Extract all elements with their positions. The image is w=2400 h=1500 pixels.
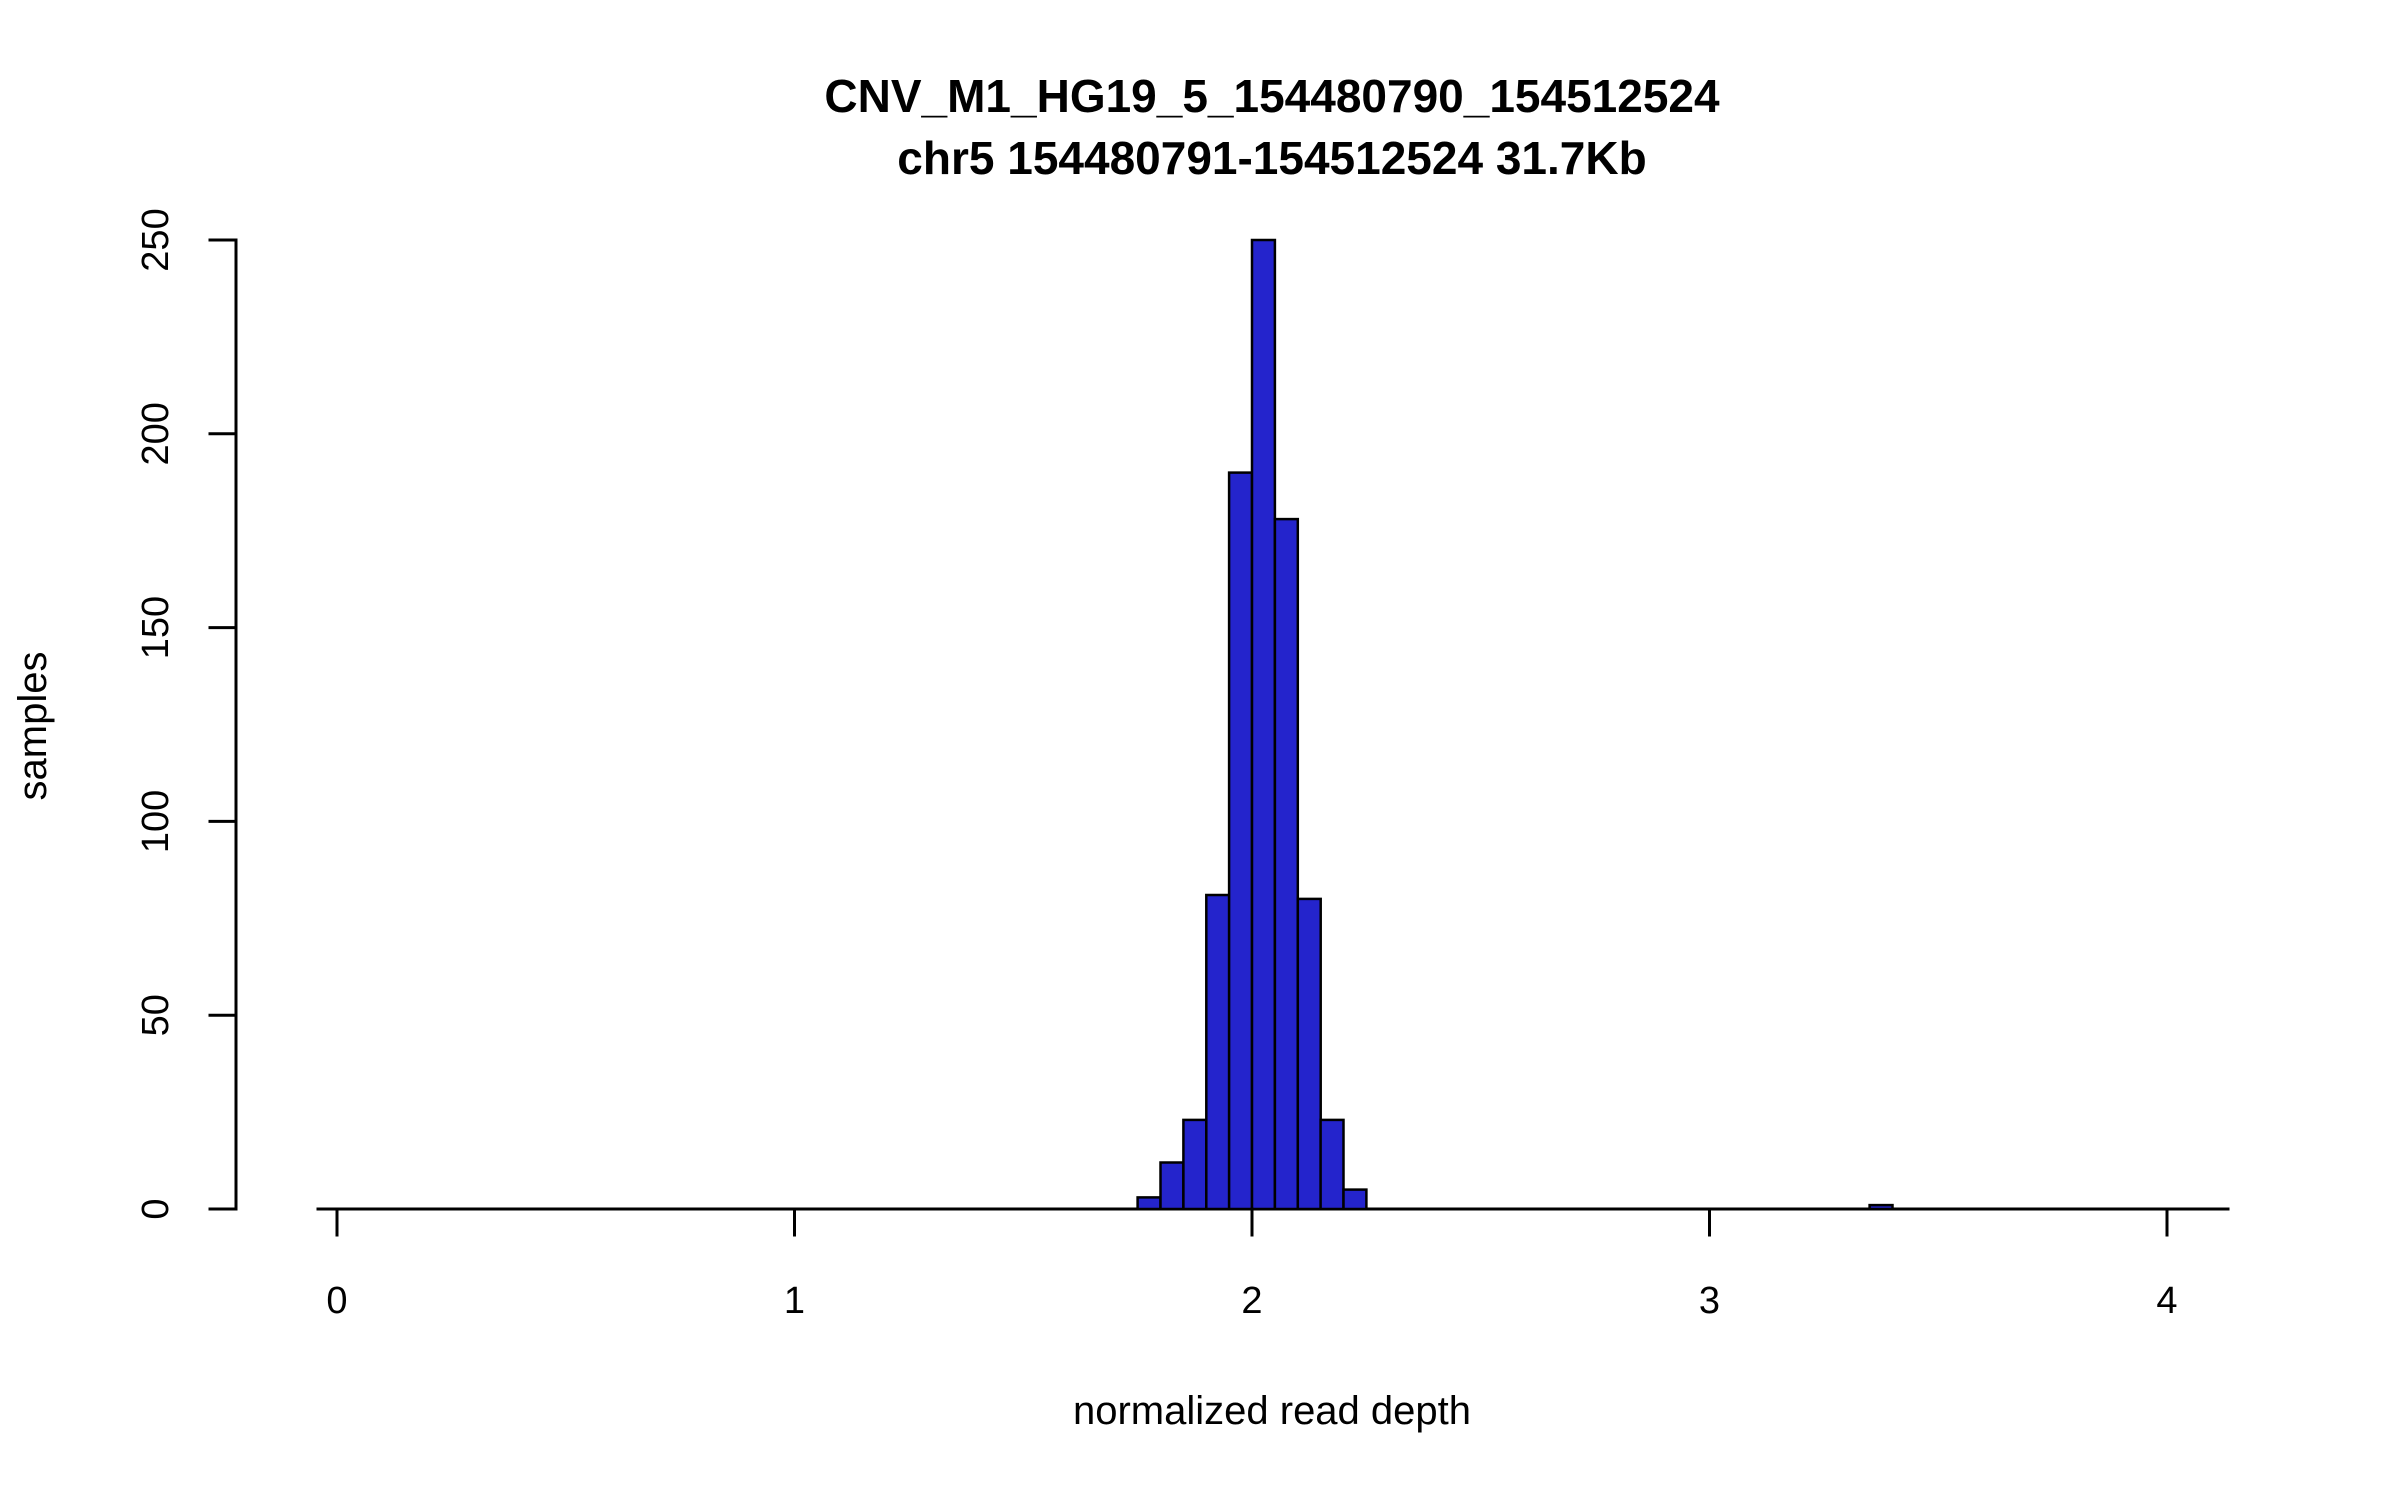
histogram-bars <box>1136 238 1894 1211</box>
y-tick-label: 150 <box>135 596 177 659</box>
y-tick-label: 100 <box>135 790 177 853</box>
histogram-bar <box>1319 1118 1345 1211</box>
x-tick-label: 1 <box>784 1280 805 1322</box>
y-tick-label: 250 <box>135 208 177 271</box>
histogram-bar <box>1342 1188 1368 1211</box>
y-tick-label: 50 <box>135 994 177 1036</box>
histogram-bar <box>1296 897 1322 1211</box>
x-axis-ticks: 0 1 2 3 4 <box>326 1207 2178 1322</box>
x-tick-label: 0 <box>326 1280 347 1322</box>
histogram-bar <box>1250 238 1277 1211</box>
x-tick-label: 2 <box>1241 1280 1262 1322</box>
chart-subtitle: chr5 154480791-154512524 31.7Kb <box>897 132 1646 184</box>
histogram-bar <box>1136 1196 1162 1211</box>
x-tick-label: 4 <box>2156 1280 2177 1322</box>
y-axis-label: samples <box>11 652 55 801</box>
x-tick-label: 3 <box>1699 1280 1720 1322</box>
histogram-bar <box>1182 1118 1208 1211</box>
chart-title: CNV_M1_HG19_5_154480790_154512524 <box>824 70 1720 122</box>
histogram-bar <box>1205 893 1231 1211</box>
y-axis-ticks: 0 50 100 150 200 250 <box>135 208 238 1220</box>
histogram-bar <box>1159 1161 1185 1211</box>
histogram-bar <box>1273 517 1300 1211</box>
histogram-bar <box>1227 471 1254 1211</box>
histogram-bar <box>1868 1203 1894 1211</box>
y-tick-label: 0 <box>135 1198 177 1219</box>
x-axis-label: normalized read depth <box>1073 1389 1471 1433</box>
y-tick-label: 200 <box>135 402 177 465</box>
